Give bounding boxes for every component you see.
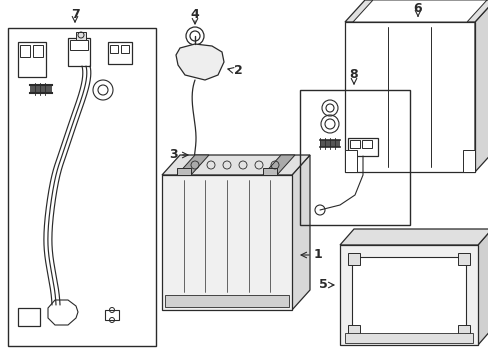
Bar bbox=[347, 253, 359, 265]
Bar bbox=[164, 295, 288, 307]
Text: 4: 4 bbox=[190, 8, 199, 21]
Bar bbox=[457, 253, 469, 265]
Polygon shape bbox=[352, 0, 486, 22]
Polygon shape bbox=[177, 155, 208, 175]
Text: 8: 8 bbox=[349, 68, 358, 81]
Text: 1: 1 bbox=[313, 248, 322, 261]
Polygon shape bbox=[291, 155, 309, 310]
Bar bbox=[20, 45, 30, 57]
Bar bbox=[351, 257, 465, 337]
Bar bbox=[70, 40, 88, 50]
Bar bbox=[33, 45, 43, 57]
Bar bbox=[8, 28, 156, 346]
Bar bbox=[361, 140, 371, 148]
Bar bbox=[18, 42, 46, 77]
Text: 6: 6 bbox=[413, 3, 422, 15]
Bar bbox=[347, 138, 377, 156]
Bar bbox=[76, 32, 86, 40]
Bar bbox=[347, 325, 359, 337]
Bar bbox=[110, 45, 118, 53]
Polygon shape bbox=[345, 0, 488, 22]
Bar bbox=[108, 42, 132, 64]
Bar bbox=[121, 45, 129, 53]
Bar bbox=[349, 140, 359, 148]
Bar bbox=[345, 150, 356, 172]
Bar bbox=[68, 38, 90, 66]
Bar bbox=[462, 150, 474, 172]
Bar bbox=[177, 168, 191, 175]
Text: 3: 3 bbox=[169, 148, 178, 162]
Bar bbox=[457, 325, 469, 337]
Text: 5: 5 bbox=[318, 279, 326, 292]
Bar bbox=[299, 90, 409, 225]
Bar bbox=[18, 308, 40, 326]
Text: 2: 2 bbox=[233, 63, 242, 77]
Polygon shape bbox=[263, 155, 294, 175]
Polygon shape bbox=[474, 0, 488, 172]
Text: 7: 7 bbox=[70, 8, 79, 21]
Bar bbox=[319, 140, 339, 147]
Bar bbox=[345, 22, 474, 172]
Bar bbox=[339, 245, 477, 345]
Polygon shape bbox=[477, 229, 488, 345]
Bar bbox=[30, 85, 52, 93]
Bar bbox=[162, 175, 291, 310]
Polygon shape bbox=[176, 44, 224, 80]
Polygon shape bbox=[339, 229, 488, 245]
Bar bbox=[345, 333, 472, 343]
Polygon shape bbox=[162, 155, 309, 175]
Bar bbox=[263, 168, 276, 175]
Bar bbox=[105, 310, 119, 320]
